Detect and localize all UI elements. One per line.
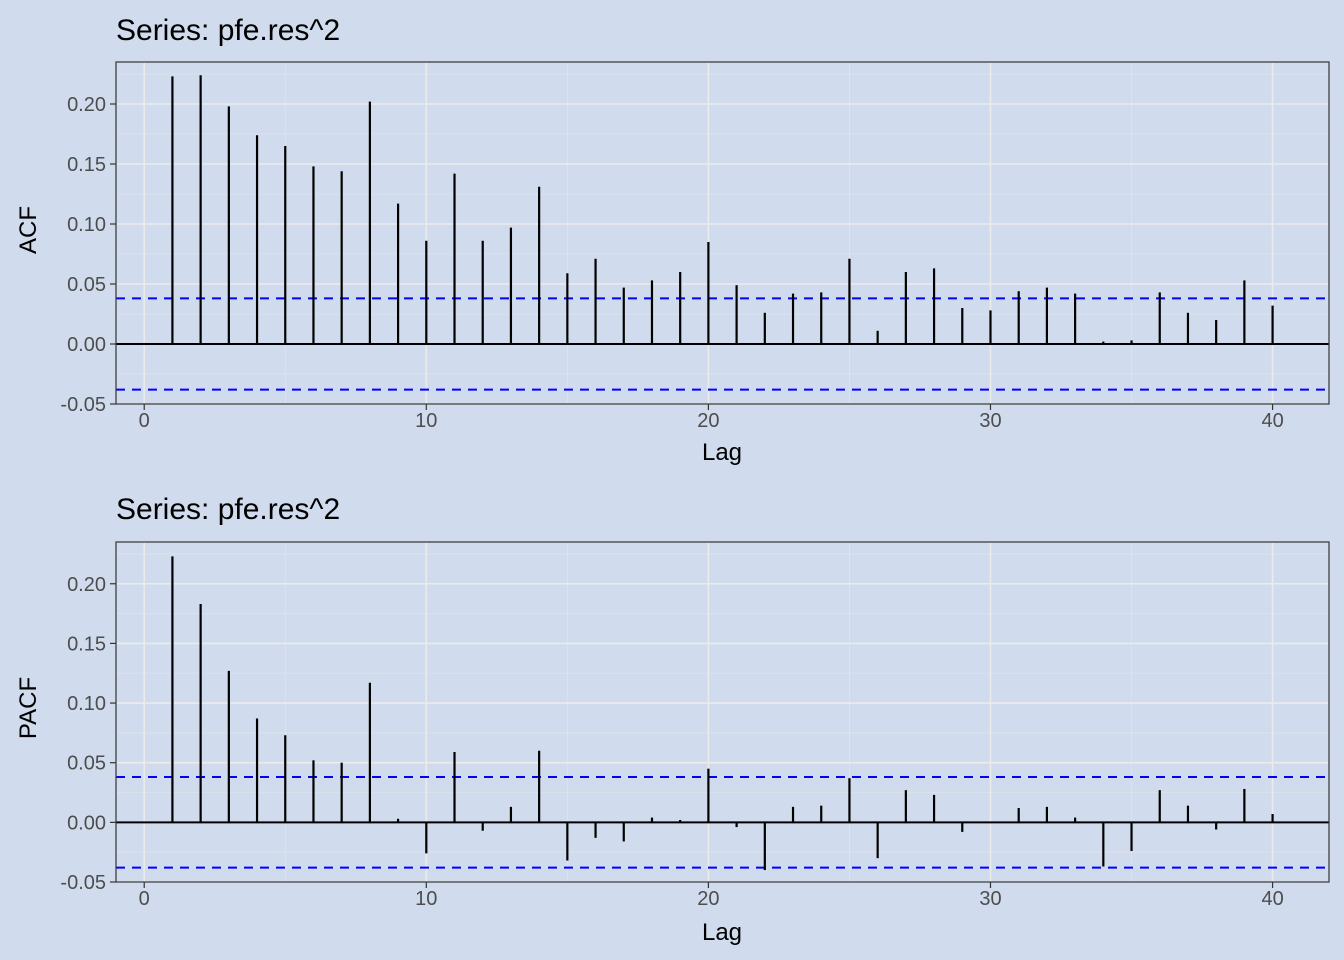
- pacf-confidence-bounds: [116, 776, 1329, 869]
- acf-y-axis-title: ACF: [15, 206, 42, 254]
- acf-y-tick-label: -0.05: [60, 394, 106, 416]
- acf-x-tick-label: 0: [139, 410, 150, 432]
- pacf-plot-background: [116, 542, 1329, 882]
- acf-plot-frame: [115, 61, 1330, 405]
- pacf-x-tick-label: 0: [139, 888, 150, 910]
- pacf-plot-frame: [115, 541, 1330, 883]
- acf-y-tick-label: 0.20: [67, 94, 106, 116]
- acf-y-tick-label: 0.15: [67, 154, 106, 176]
- pacf-x-axis-ticks: 0 10 20 30 40: [139, 882, 1284, 910]
- acf-gridlines: [116, 62, 1329, 405]
- acf-x-tick-label: 10: [415, 410, 437, 432]
- pacf-y-tick-label: -0.05: [60, 872, 106, 894]
- pacf-y-tick-label: 0.20: [67, 574, 106, 596]
- acf-plot-background: [116, 62, 1329, 404]
- pacf-y-tick-label: 0.00: [67, 812, 106, 834]
- acf-x-tick-label: 30: [979, 410, 1001, 432]
- pacf-y-tick-label: 0.15: [67, 633, 106, 655]
- pacf-x-tick-label: 10: [415, 888, 437, 910]
- acf-y-tick-label: 0.05: [67, 274, 106, 296]
- pacf-y-axis-title: PACF: [15, 677, 42, 739]
- acf-y-axis-ticks: -0.05 0.00 0.05 0.10 0.15 0.20: [60, 94, 116, 416]
- pacf-y-tick-label: 0.05: [67, 753, 106, 775]
- pacf-y-tick-label: 0.10: [67, 693, 106, 715]
- acf-confidence-bounds: [116, 297, 1329, 391]
- acf-chart-title: Series: pfe.res^2: [116, 14, 340, 47]
- acf-bars: [116, 75, 1329, 345]
- pacf-chart-title: Series: pfe.res^2: [116, 493, 340, 526]
- acf-x-tick-label: 20: [697, 410, 719, 432]
- pacf-x-tick-label: 30: [979, 888, 1001, 910]
- acf-x-axis-title: Lag: [702, 439, 742, 466]
- acf-y-tick-label: 0.10: [67, 214, 106, 236]
- acf-y-tick-label: 0.00: [67, 334, 106, 356]
- pacf-x-tick-label: 20: [697, 888, 719, 910]
- acf-x-tick-label: 40: [1261, 410, 1283, 432]
- pacf-x-tick-label: 40: [1261, 888, 1283, 910]
- pacf-y-axis-ticks: -0.05 0.00 0.05 0.10 0.15 0.20: [60, 574, 116, 894]
- acf-panel: Series: pfe.res^2 -0.05 0.00 0.05 0.10 0.15 0…: [15, 14, 1330, 466]
- pacf-x-axis-title: Lag: [702, 919, 742, 946]
- pacf-bars: [116, 556, 1329, 871]
- pacf-gridlines: [116, 542, 1329, 883]
- pacf-panel: Series: pfe.res^2 -0.05 0.00 0.05 0.10 0.15 0…: [15, 493, 1330, 946]
- acf-x-axis-ticks: 0 10 20 30 40: [139, 404, 1284, 432]
